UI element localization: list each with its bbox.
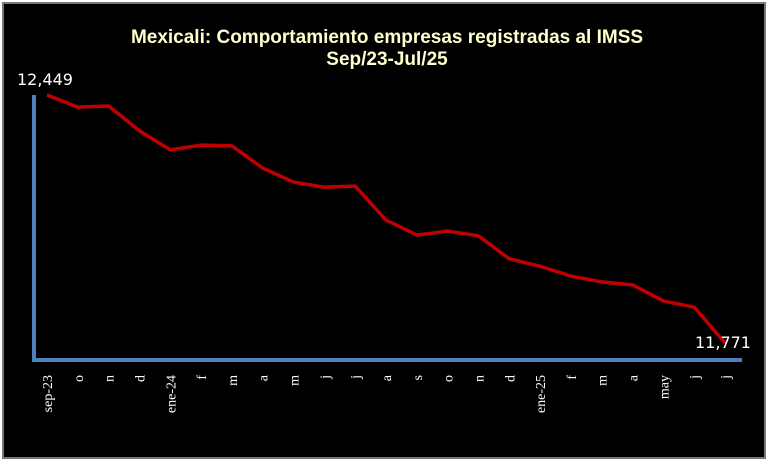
x-tick-label: d [133,375,148,382]
x-tick-label: o [442,375,457,382]
x-tick-label: f [195,375,210,380]
line-series [46,93,727,345]
x-tick-label: a [627,374,642,381]
x-tick-label: ene-24 [164,375,179,413]
x-tick-label: ene-25 [534,375,549,413]
x-tick-label: j [719,375,734,380]
x-tick-label: o [72,375,87,382]
x-tick-label: n [103,375,118,382]
x-tick-label: f [565,375,580,380]
chart-background [2,2,766,459]
data-label: 11,771 [695,333,751,352]
x-tick-label: j [688,375,703,380]
x-tick-label: j [318,375,333,380]
chart-title: Mexicali: Comportamiento empresas regist… [131,27,643,48]
x-tick-label: a [257,374,272,381]
x-tick-label: s [411,375,426,380]
x-tick-label: sep-23 [41,375,56,412]
data-label: 12,449 [17,70,73,89]
x-tick-label: m [226,375,241,386]
x-tick-label: a [380,374,395,381]
x-tick-label: d [503,375,518,382]
chart-subtitle: Sep/23-Jul/25 [326,49,448,70]
x-tick-label: n [472,375,487,382]
x-tick-label: m [596,375,611,386]
x-tick-label: m [288,375,303,386]
x-tick-label: may [657,375,672,399]
x-tick-label: j [349,375,364,380]
